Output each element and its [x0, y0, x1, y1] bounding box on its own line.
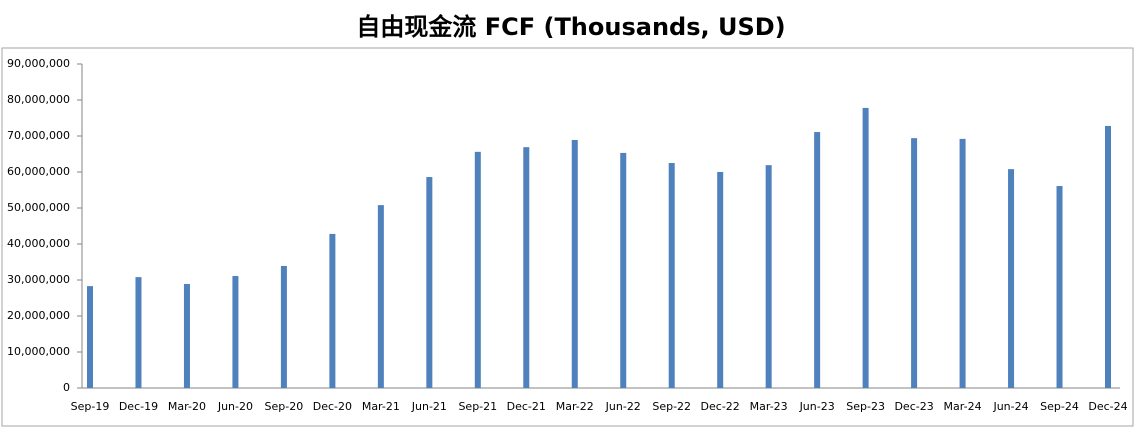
x-tick-label: Dec-22 — [701, 400, 740, 413]
x-tick-label: Jun-24 — [992, 400, 1028, 413]
y-tick-label: 0 — [63, 381, 70, 394]
chart-title: 自由现金流 FCF (Thousands, USD) — [356, 13, 785, 41]
x-tick-label: Jun-22 — [605, 400, 641, 413]
bar — [765, 165, 772, 388]
bar — [620, 152, 627, 388]
bar — [571, 139, 578, 388]
x-tick-label: Dec-23 — [894, 400, 933, 413]
y-tick-label: 80,000,000 — [7, 93, 70, 106]
y-tick-label: 60,000,000 — [7, 165, 70, 178]
x-tick-label: Jun-21 — [411, 400, 447, 413]
bar — [135, 277, 142, 388]
bar — [523, 147, 530, 388]
x-tick-label: Sep-21 — [458, 400, 497, 413]
y-tick-label: 40,000,000 — [7, 237, 70, 250]
y-tick-label: 10,000,000 — [7, 345, 70, 358]
bar — [911, 138, 918, 388]
x-tick-label: Sep-22 — [652, 400, 691, 413]
y-tick-label: 70,000,000 — [7, 129, 70, 142]
bar — [329, 233, 336, 388]
bar — [87, 286, 93, 388]
x-tick-label: Dec-19 — [119, 400, 158, 413]
bar — [426, 177, 433, 388]
x-tick-label: Jun-20 — [217, 400, 253, 413]
y-tick-label: 30,000,000 — [7, 273, 70, 286]
y-tick-label: 20,000,000 — [7, 309, 70, 322]
x-tick-label: Sep-20 — [265, 400, 304, 413]
plot-frame — [1, 47, 1134, 427]
bar — [814, 132, 821, 388]
bar — [717, 172, 724, 388]
y-tick-label: 50,000,000 — [7, 201, 70, 214]
x-tick-label: Mar-20 — [168, 400, 206, 413]
x-tick-label: Mar-23 — [750, 400, 788, 413]
bar — [280, 265, 287, 388]
bar — [862, 107, 869, 389]
bar — [1056, 186, 1063, 388]
x-tick-label: Jun-23 — [799, 400, 835, 413]
bar — [232, 276, 239, 388]
y-tick-label: 90,000,000 — [7, 57, 70, 70]
bar — [1105, 125, 1111, 389]
x-tick-label: Dec-20 — [313, 400, 352, 413]
x-tick-label: Mar-21 — [362, 400, 400, 413]
x-tick-label: Dec-21 — [507, 400, 546, 413]
x-tick-label: Mar-24 — [944, 400, 982, 413]
bar — [668, 163, 675, 388]
x-tick-label: Sep-24 — [1040, 400, 1079, 413]
x-tick-label: Sep-19 — [71, 400, 110, 413]
x-tick-label: Mar-22 — [556, 400, 594, 413]
bar — [474, 151, 481, 388]
x-tick-label: Dec-24 — [1088, 400, 1127, 413]
x-tick-label: Sep-23 — [846, 400, 885, 413]
bar — [1008, 169, 1015, 388]
bar — [377, 205, 384, 388]
bar — [183, 283, 190, 388]
bar — [959, 138, 966, 388]
